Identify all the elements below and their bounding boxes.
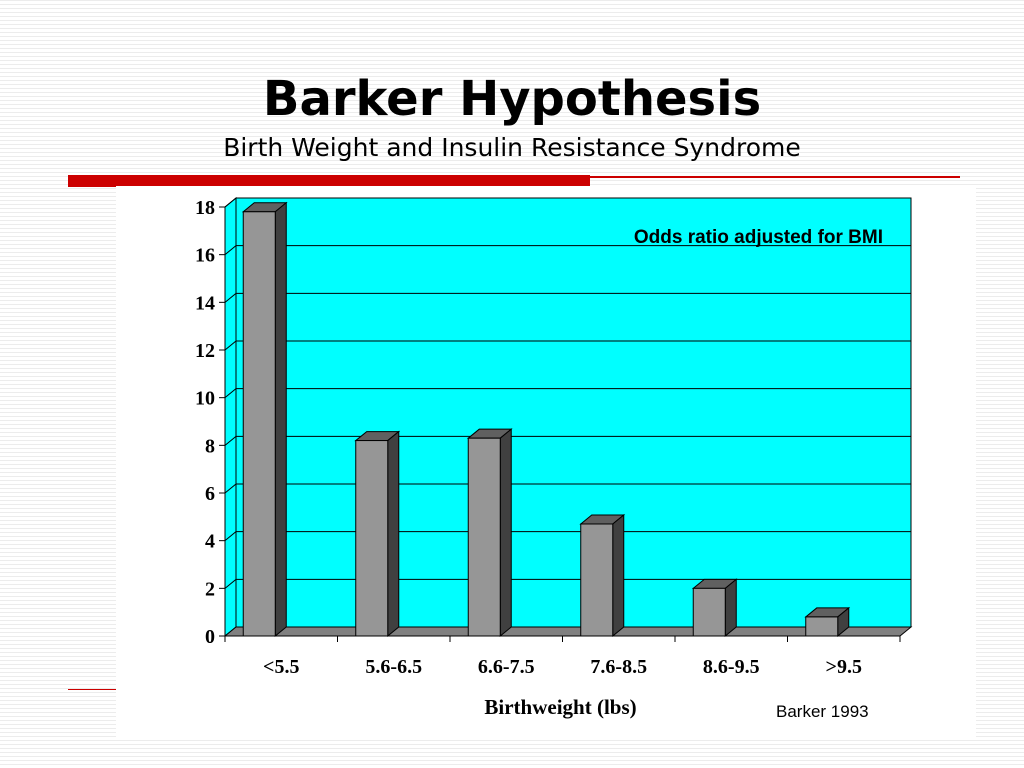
x-axis-label: Birthweight (lbs) [484, 695, 636, 719]
bar-chart: 0 2 4 6 8 10 12 14 16 18 <5.5 5.6-6.5 6.6-7.5 7.6-8.5… [195, 196, 913, 719]
chart-area: 0 2 4 6 8 10 12 14 16 18 <5.5 5.6-6.5 6.6-7.5 7.6-8.5… [116, 186, 976, 738]
gridline-side [224, 483, 237, 494]
bar [242, 211, 276, 637]
y-tick-label: 4 [205, 531, 215, 553]
x-tick-label: <5.5 [263, 656, 299, 678]
gridline-side [224, 435, 237, 446]
bar-side [499, 428, 512, 638]
bar [805, 616, 839, 637]
bar [355, 440, 389, 637]
y-tick-label: 14 [195, 292, 215, 314]
x-tick-label: 7.6-8.5 [590, 656, 647, 678]
y-tick-label: 6 [205, 483, 215, 505]
gridline-side [224, 531, 237, 542]
y-tick-label: 2 [205, 578, 215, 600]
plot-back-wall [235, 197, 912, 628]
gridline-side [224, 340, 237, 351]
gridline-side [224, 578, 237, 589]
x-tick-label: 8.6-9.5 [703, 656, 760, 678]
y-tick-label: 8 [205, 435, 215, 457]
title-accent-line [590, 176, 960, 178]
bar-side [387, 430, 400, 638]
y-tick-label: 18 [195, 197, 215, 219]
footer-accent-line [68, 689, 116, 690]
plot-side-wall [224, 196, 237, 638]
chart-annotation: Odds ratio adjusted for BMI [634, 227, 883, 248]
bar-side [724, 578, 737, 638]
x-tick-label: 6.6-7.5 [478, 656, 535, 678]
bar [580, 523, 614, 637]
x-tick-label: >9.5 [826, 656, 862, 678]
gridline-side [224, 388, 237, 399]
bar-side [612, 513, 625, 638]
slide-title: Barker Hypothesis [262, 71, 762, 127]
gridline-side [224, 245, 237, 256]
gridline-side [224, 292, 237, 303]
bar-side [274, 201, 287, 638]
slide-subtitle: Birth Weight and Insulin Resistance Synd… [223, 133, 801, 162]
source-citation: Barker 1993 [776, 702, 869, 721]
y-tick-label: 12 [195, 340, 215, 362]
bar [467, 437, 501, 637]
bar [692, 587, 726, 637]
x-tick-label: 5.6-6.5 [365, 656, 422, 678]
y-tick-label: 16 [195, 245, 215, 267]
gridline-side [224, 197, 237, 208]
y-tick-label: 10 [195, 388, 215, 410]
y-tick-label: 0 [205, 626, 215, 648]
title-accent-bar [68, 175, 590, 187]
